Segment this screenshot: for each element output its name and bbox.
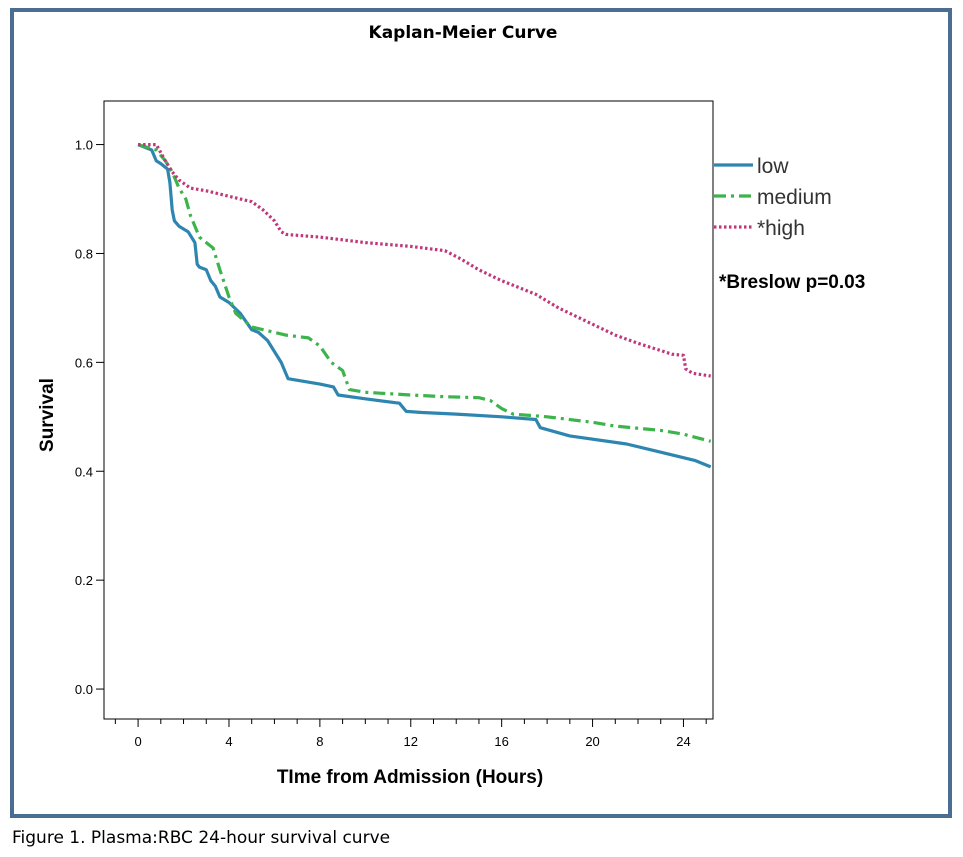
y-axis-title: Survival bbox=[37, 378, 58, 452]
series-line-high bbox=[138, 143, 711, 378]
legend-label-low: low bbox=[757, 155, 789, 178]
y-tick-label: 0.4 bbox=[75, 464, 93, 479]
chart-frame bbox=[10, 8, 952, 818]
x-tick-label: 12 bbox=[404, 734, 418, 749]
legend-label-high: *high bbox=[757, 217, 805, 240]
x-tick-label: 0 bbox=[134, 734, 141, 749]
x-tick-label: 20 bbox=[585, 734, 599, 749]
breslow-annotation: *Breslow p=0.03 bbox=[719, 272, 865, 293]
series-line-medium bbox=[137, 143, 712, 443]
x-tick-label: 24 bbox=[676, 734, 690, 749]
y-tick-label: 0.8 bbox=[75, 246, 93, 261]
y-tick-label: 0.0 bbox=[75, 682, 93, 697]
legend-label-medium: medium bbox=[757, 186, 832, 209]
x-tick-label: 8 bbox=[316, 734, 323, 749]
figure-caption: Figure 1. Plasma:RBC 24-hour survival cu… bbox=[12, 828, 391, 848]
y-tick-label: 0.2 bbox=[75, 573, 93, 588]
x-axis-title: TIme from Admission (Hours) bbox=[277, 767, 543, 788]
plot-area bbox=[103, 100, 714, 720]
x-tick-label: 4 bbox=[225, 734, 232, 749]
chart-title: Kaplan-Meier Curve bbox=[369, 23, 558, 43]
x-tick-label: 16 bbox=[494, 734, 508, 749]
y-tick-label: 1.0 bbox=[75, 138, 93, 153]
series-line-low bbox=[137, 143, 712, 469]
y-tick-label: 0.6 bbox=[75, 355, 93, 370]
